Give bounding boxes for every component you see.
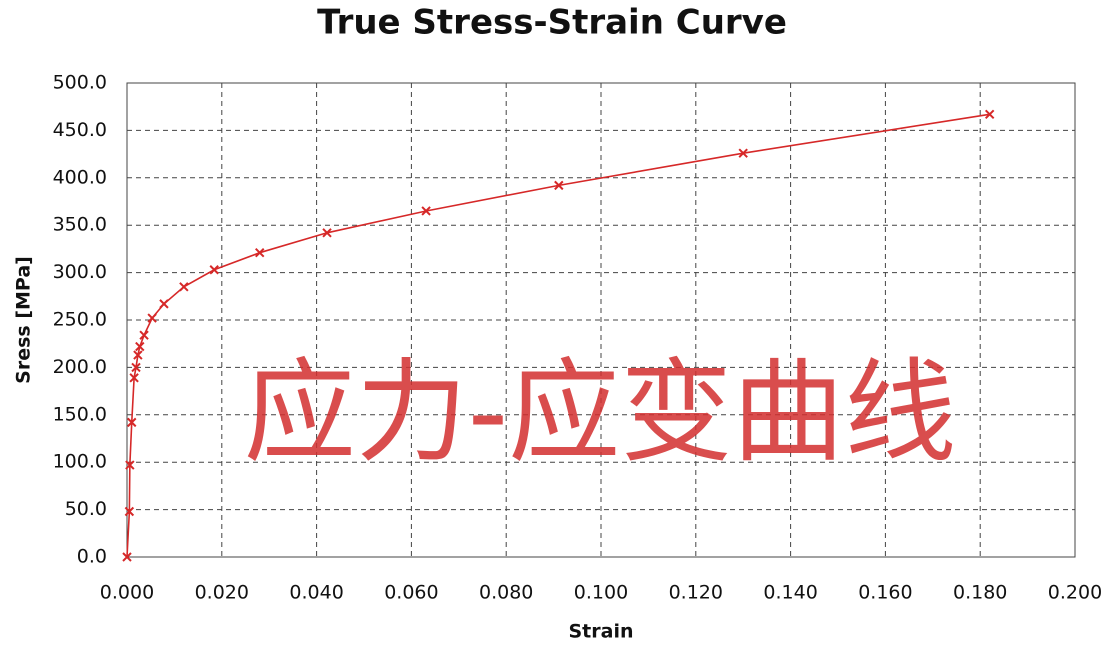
x-tick-label: 0.040 [289,582,343,604]
x-tick-label: 0.000 [100,582,154,604]
y-tick-label: 100.0 [53,451,107,473]
point-marker [131,362,141,373]
point-marker [139,330,149,340]
y-tick-label: 300.0 [53,261,107,283]
x-tick-label: 0.100 [574,582,628,604]
y-tick-label: 50.0 [65,498,107,520]
point-marker [738,148,748,158]
point-marker [125,460,135,470]
point-marker [255,247,265,258]
point-marker [209,265,219,275]
point-marker [129,373,139,383]
y-axis-title: Sress [MPa] [13,256,35,384]
point-marker [122,552,132,562]
x-tick-label: 0.120 [669,582,723,604]
x-tick-label: 0.140 [763,582,817,604]
y-tick-label: 250.0 [53,309,107,331]
x-tick-label: 0.160 [858,582,912,604]
point-marker [124,506,135,517]
x-tick-label: 0.200 [1048,582,1102,604]
point-marker [159,299,169,309]
annotation: 应力-应变曲线 [244,348,956,478]
x-tick-label: 0.080 [479,582,533,604]
y-tick-label: 200.0 [53,356,107,378]
point-marker [135,341,145,352]
x-tick-label: 0.060 [384,582,438,604]
y-tick-label: 500.0 [53,72,107,94]
plot-frame [126,82,1076,558]
y-tick-label: 0.0 [77,546,107,568]
y-tick-label: 450.0 [53,119,107,141]
point-marker [147,313,157,323]
point-marker [421,206,431,216]
y-tick-label: 150.0 [53,403,107,425]
series-line [126,113,990,558]
point-marker [984,109,995,119]
point-marker [133,350,143,360]
point-marker [127,417,137,428]
point-marker [322,228,332,238]
point-marker [554,180,564,191]
x-axis-title: Strain [569,621,634,643]
point-marker [179,282,189,292]
y-tick-label: 400.0 [53,166,107,188]
chart-title: True Stress-Strain Curve [317,3,787,43]
y-tick-label: 350.0 [53,214,107,236]
x-tick-label: 0.020 [195,582,249,604]
x-tick-label: 0.180 [953,582,1007,604]
